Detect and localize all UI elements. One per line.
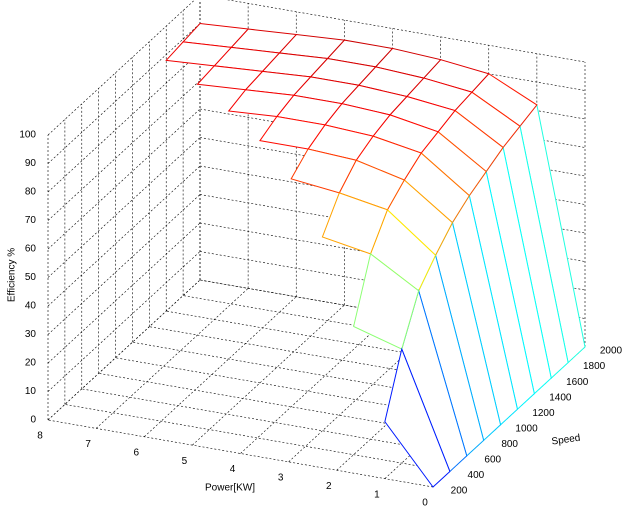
- grid-line: [47, 251, 201, 392]
- grid-line: [47, 419, 434, 488]
- x-tick-label: 2: [326, 481, 332, 492]
- grid-line: [47, 194, 201, 335]
- x-tick-label: 0: [422, 498, 428, 506]
- x-tick-label: 1: [374, 489, 380, 500]
- y-axis-label: Speed: [551, 433, 581, 448]
- grid-line: [240, 313, 393, 454]
- z-tick-label: 0: [30, 415, 36, 426]
- surface-cell: [165, 41, 233, 67]
- grid-line: [226, 0, 586, 63]
- y-tick-label: 600: [484, 455, 501, 466]
- grid-line: [47, 279, 201, 421]
- surface-cell: [321, 192, 389, 255]
- z-tick-label: 60: [25, 244, 37, 255]
- y-tick-label: 1200: [532, 408, 555, 419]
- z-tick-label: 30: [25, 329, 37, 340]
- x-tick-label: 4: [230, 464, 236, 475]
- y-tick-label: 1600: [566, 377, 589, 388]
- grid-line: [47, 0, 196, 136]
- y-tick-label: 1000: [515, 423, 538, 434]
- x-tick-label: 7: [85, 439, 91, 450]
- y-tick-label: 200: [451, 486, 468, 497]
- y-tick-label: 400: [468, 470, 485, 481]
- grid-line: [95, 288, 249, 429]
- z-tick-label: 40: [25, 301, 37, 312]
- z-tick-label: 90: [25, 158, 37, 169]
- x-axis-label: Power[KW]: [205, 483, 255, 494]
- y-tick-label: 2000: [600, 346, 623, 357]
- z-tick-label: 80: [25, 187, 37, 198]
- grid-line: [47, 222, 201, 364]
- y-tick-label: 800: [501, 439, 518, 450]
- surface-cell: [353, 253, 420, 350]
- grid-line: [64, 404, 450, 472]
- grid-line: [47, 51, 201, 193]
- surface-cell: [259, 116, 326, 150]
- y-tick-label: 1800: [583, 361, 606, 372]
- x-tick-label: 8: [37, 431, 43, 442]
- z-tick-label: 10: [25, 386, 37, 397]
- x-tick-label: 5: [182, 456, 188, 467]
- z-tick-label: 70: [25, 215, 37, 226]
- grid-line: [192, 304, 345, 446]
- grid-line: [47, 108, 201, 250]
- grid-line: [47, 23, 201, 164]
- z-tick-label: 20: [25, 358, 37, 369]
- x-tick-label: 6: [133, 447, 139, 458]
- grid-line: [47, 80, 201, 221]
- x-tick-label: 3: [278, 473, 284, 484]
- z-axis-label: Efficiency %: [7, 248, 18, 302]
- surface-cell: [196, 65, 264, 91]
- z-tick-label: 50: [25, 272, 37, 283]
- surface-cell: [227, 89, 295, 118]
- y-tick-label: 1400: [549, 392, 572, 403]
- surface-cell: [384, 347, 451, 488]
- grid-line: [144, 296, 297, 437]
- grid-line: [47, 137, 201, 278]
- surface-cell: [290, 148, 357, 194]
- grid-line: [47, 165, 201, 307]
- z-tick-label: 100: [19, 130, 36, 141]
